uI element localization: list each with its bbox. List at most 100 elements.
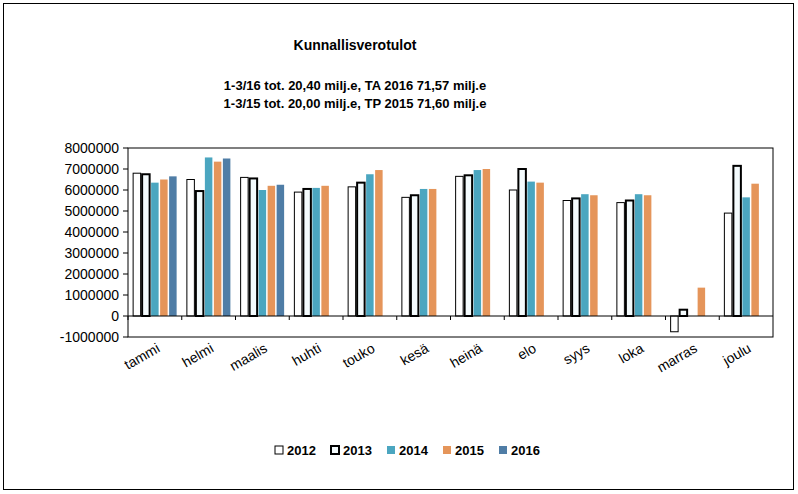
bar: [698, 288, 706, 316]
y-tick: [123, 316, 128, 317]
bar: [169, 176, 177, 316]
x-tick-label: helmi: [179, 340, 216, 371]
bar: [205, 157, 213, 316]
x-tick: [235, 316, 236, 320]
x-tick: [289, 316, 290, 320]
bar: [133, 173, 141, 316]
bar: [474, 170, 482, 316]
y-tick: [123, 211, 128, 212]
bar: [563, 201, 571, 317]
bar: [241, 177, 249, 316]
bar: [724, 213, 732, 316]
bar: [312, 188, 320, 316]
legend-swatch: [443, 446, 451, 454]
legend-label: 2016: [511, 443, 540, 458]
bar: [250, 178, 258, 316]
x-tick: [450, 316, 451, 320]
bar: [617, 203, 625, 316]
bar: [456, 176, 464, 316]
chart-svg: Kunnallisverotulot 1-3/16 tot. 20,40 milj…: [0, 0, 798, 494]
outer-frame: [4, 4, 794, 490]
bar: [509, 190, 517, 316]
x-tick-label: loka: [616, 340, 646, 367]
x-tick: [665, 316, 666, 320]
legend-label: 2015: [455, 443, 484, 458]
x-tick: [611, 316, 612, 320]
y-tick: [123, 190, 128, 191]
bar: [151, 183, 159, 316]
x-tick-label: syys: [560, 340, 592, 368]
bar: [626, 201, 634, 317]
title: Kunnallisverotulot: [294, 37, 417, 53]
bars: [133, 157, 759, 331]
y-tick-label: 3000000: [64, 245, 119, 261]
x-tick-label: tammi: [121, 340, 162, 373]
y-tick-label: 8000000: [64, 140, 119, 156]
x-tick-label: marras: [654, 340, 700, 376]
x-tick-label: elo: [514, 340, 538, 363]
y-tick-label: 5000000: [64, 203, 119, 219]
bar: [527, 182, 535, 316]
x-tick: [181, 316, 182, 320]
bar: [366, 174, 374, 316]
bar: [635, 194, 643, 316]
y-tick: [123, 295, 128, 296]
bar: [142, 174, 150, 316]
bar: [590, 195, 598, 316]
plot-frame: [128, 148, 773, 337]
bar: [411, 195, 419, 316]
bar: [680, 310, 688, 316]
bar: [733, 166, 741, 316]
legend-swatch: [275, 446, 283, 454]
bar: [303, 189, 311, 316]
x-tick: [343, 316, 344, 320]
subtitle: 1-3/15 tot. 20,00 milj.e, TP 2015 71,60 …: [224, 96, 487, 111]
y-tick-label: 1000000: [64, 287, 119, 303]
y-tick: [123, 169, 128, 170]
bar: [751, 184, 759, 316]
legend-label: 2013: [343, 443, 372, 458]
bar: [518, 169, 526, 316]
x-tick: [719, 316, 720, 320]
legend-swatch: [331, 446, 339, 454]
x-tick-label: touko: [340, 340, 378, 371]
x-tick: [504, 316, 505, 320]
bar: [402, 197, 410, 316]
bar: [581, 194, 589, 316]
bar: [321, 186, 329, 316]
x-tick-label: huhti: [289, 340, 323, 369]
bar: [196, 191, 204, 316]
y-tick-label: 0: [111, 308, 119, 324]
bar: [223, 159, 231, 317]
bar: [357, 183, 365, 316]
x-tick-label: maalis: [227, 340, 270, 374]
bar: [214, 162, 222, 316]
x-tick-label: joulu: [719, 340, 753, 369]
x-tick: [396, 316, 397, 320]
legend-swatch: [499, 446, 507, 454]
subtitle: 1-3/16 tot. 20,40 milj.e, TA 2016 71,57 …: [224, 78, 486, 93]
y-tick: [123, 274, 128, 275]
bar: [268, 186, 276, 316]
y-tick-label: 2000000: [64, 266, 119, 282]
legend-swatch: [387, 446, 395, 454]
bar: [742, 197, 750, 316]
y-tick-label: -1000000: [60, 329, 119, 345]
y-tick-label: 7000000: [64, 161, 119, 177]
x-tick: [128, 316, 129, 320]
x-tick-label: kesä: [398, 340, 432, 369]
bar: [671, 316, 679, 332]
y-tick-label: 4000000: [64, 224, 119, 240]
bar: [160, 180, 168, 317]
bar: [465, 175, 473, 316]
legend-label: 2014: [399, 443, 429, 458]
y-tick: [123, 337, 128, 338]
y-tick-label: 6000000: [64, 182, 119, 198]
bar: [483, 169, 491, 316]
y-tick: [123, 148, 128, 149]
bar: [429, 189, 437, 316]
bar: [187, 180, 195, 317]
x-tick: [558, 316, 559, 320]
bar: [277, 185, 285, 316]
bar: [259, 190, 267, 316]
